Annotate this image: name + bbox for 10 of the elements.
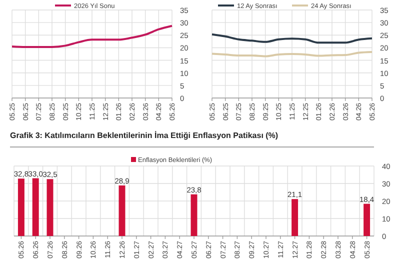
bar	[46, 179, 54, 236]
line-series	[11, 24, 173, 48]
bar	[292, 199, 298, 236]
bar	[190, 194, 198, 236]
chart-title: Grafik 3: Katılımcıların Beklentilerinin İma Ettiği Enflasyon Patikası (%)	[10, 131, 278, 140]
bar	[118, 185, 126, 236]
bar	[364, 204, 370, 236]
line-series	[211, 33, 373, 44]
bar	[32, 178, 39, 236]
bar	[18, 178, 24, 236]
